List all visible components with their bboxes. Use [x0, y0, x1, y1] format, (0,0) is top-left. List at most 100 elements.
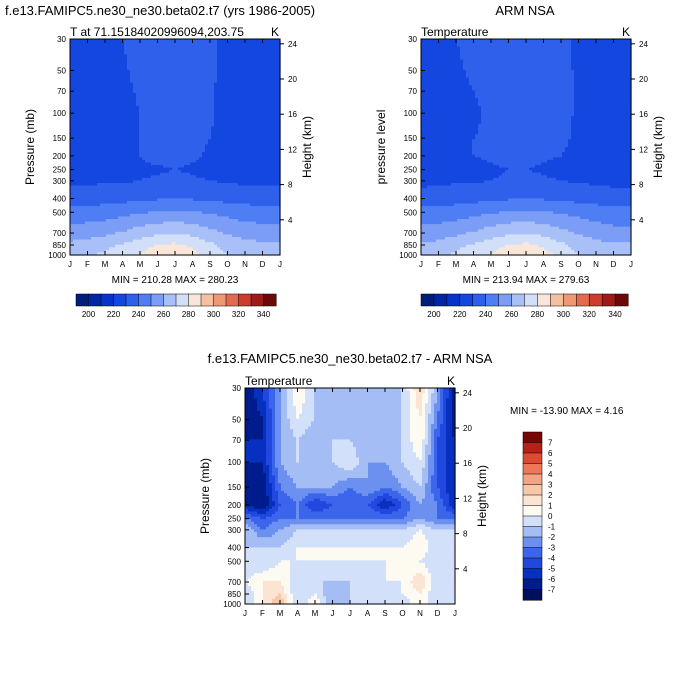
heat-cell	[253, 183, 257, 187]
heat-cell	[118, 111, 122, 115]
heat-cell	[217, 90, 221, 94]
heat-cell	[106, 165, 110, 169]
heat-cell	[226, 80, 230, 84]
heat-cell	[151, 69, 155, 74]
heat-cell	[100, 195, 104, 200]
heat-cell	[244, 157, 248, 161]
heat-cell	[253, 190, 257, 194]
heat-cell	[229, 108, 233, 112]
heat-cell	[220, 147, 224, 151]
heat-cell	[253, 126, 257, 130]
heat-cell	[241, 105, 245, 110]
heat-cell	[247, 175, 251, 179]
heat-cell	[148, 69, 152, 74]
heat-cell	[214, 193, 218, 197]
heat-cell	[184, 167, 188, 171]
heat-cell	[73, 77, 77, 81]
heat-cell	[85, 198, 89, 202]
heat-cell	[196, 111, 200, 115]
heat-cell	[253, 170, 257, 174]
heat-cell	[172, 198, 176, 202]
heat-cell	[250, 95, 254, 99]
heat-cell	[142, 108, 146, 112]
heat-cell	[208, 123, 212, 128]
heat-cell	[208, 62, 212, 66]
heat-cell	[274, 162, 278, 166]
heat-cell	[100, 82, 104, 86]
heat-cell	[232, 49, 236, 53]
heat-cell	[106, 203, 110, 207]
heat-cell	[109, 177, 113, 182]
heat-cell	[205, 103, 209, 107]
heat-cell	[193, 198, 197, 202]
heat-cell	[73, 121, 77, 125]
heat-cell	[193, 147, 197, 151]
heat-cell	[220, 44, 224, 48]
heat-cell	[121, 201, 125, 205]
heat-cell	[88, 72, 92, 76]
heat-cell	[109, 72, 113, 76]
heat-cell	[139, 39, 143, 43]
heat-cell	[118, 134, 122, 138]
heat-cell	[136, 195, 140, 200]
heat-cell	[169, 185, 173, 189]
heat-cell	[265, 203, 269, 207]
heat-cell	[256, 123, 260, 128]
heat-cell	[265, 85, 269, 89]
heat-cell	[121, 62, 125, 66]
heat-cell	[88, 59, 92, 63]
heat-cell	[103, 54, 107, 58]
heat-cell	[94, 111, 98, 115]
heat-cell	[205, 167, 209, 171]
heat-cell	[151, 136, 155, 140]
heat-cell	[217, 190, 221, 194]
heat-cell	[268, 165, 272, 169]
heat-cell	[160, 134, 164, 138]
heat-cell	[172, 95, 176, 99]
heat-cell	[253, 69, 257, 74]
heat-cell	[184, 49, 188, 53]
heat-cell	[184, 147, 188, 151]
heat-cell	[109, 144, 113, 148]
heat-cell	[172, 162, 176, 166]
heat-cell	[244, 203, 248, 207]
heat-cell	[247, 152, 251, 156]
heat-cell	[130, 95, 134, 99]
heat-cell	[223, 72, 227, 76]
heat-cell	[145, 172, 149, 176]
heat-cell	[178, 108, 182, 112]
heat-cell	[79, 198, 83, 202]
heat-cell	[232, 201, 236, 205]
heat-cell	[121, 59, 125, 63]
heat-cell	[124, 198, 128, 202]
heat-cell	[79, 203, 83, 207]
heat-cell	[262, 167, 266, 171]
heat-cell	[103, 85, 107, 89]
heat-cell	[112, 131, 116, 135]
heat-cell	[253, 157, 257, 161]
heat-cell	[115, 118, 119, 122]
heat-cell	[124, 62, 128, 66]
heat-cell	[169, 51, 173, 56]
heat-cell	[94, 162, 98, 166]
heat-cell	[88, 203, 92, 207]
heat-cell	[253, 147, 257, 151]
heat-cell	[184, 116, 188, 120]
heat-cell	[196, 57, 200, 61]
heat-cell	[79, 72, 83, 76]
heat-cell	[175, 39, 179, 43]
heat-cell	[115, 183, 119, 187]
heat-cell	[94, 77, 98, 81]
heat-cell	[241, 129, 245, 133]
heat-cell	[73, 75, 77, 79]
heat-cell	[184, 123, 188, 128]
heat-cell	[190, 147, 194, 151]
heat-cell	[154, 193, 158, 197]
heat-cell	[106, 87, 110, 92]
heat-cell	[223, 149, 227, 153]
heat-cell	[103, 126, 107, 130]
heat-cell	[70, 195, 74, 200]
heat-cell	[136, 141, 140, 146]
heat-cell	[205, 95, 209, 99]
heat-cell	[277, 108, 281, 112]
